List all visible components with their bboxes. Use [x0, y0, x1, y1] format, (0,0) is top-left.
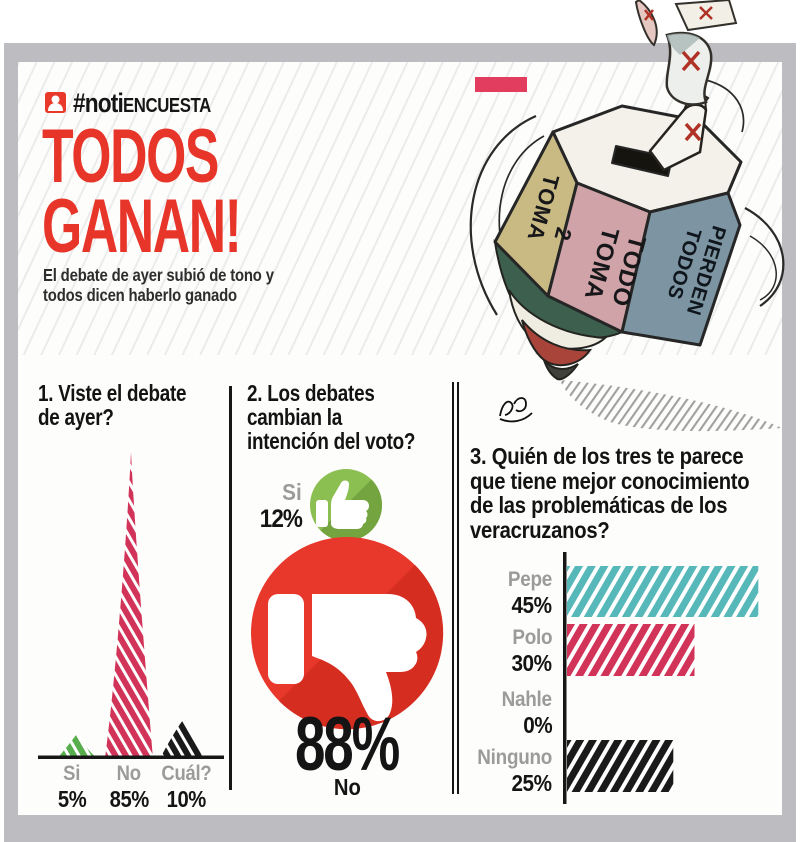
q2-title-line-3: intención del voto? [247, 428, 416, 454]
q3-title-line-2: que tiene mejor conocimiento [470, 467, 750, 494]
panel-divider-2-line-b [457, 382, 459, 794]
peaks-chart [38, 452, 224, 759]
box-face-todos-pierden [620, 191, 742, 347]
person-avatar-icon [45, 92, 66, 113]
subtitle-line-1: El debate de ayer subió de tono y [43, 265, 274, 285]
value-label: 85% [109, 786, 149, 812]
panel-divider-2-line-a [452, 382, 454, 794]
brand-hash: #noti [73, 88, 124, 118]
q1-title-line-1: 1. Viste el debate [38, 380, 187, 406]
q3-title-line-3: de las problemáticas de los [470, 492, 728, 518]
category-label: Pepe [507, 568, 552, 591]
q3-title-line-1: 3. Quién de los tres te parece [470, 443, 744, 469]
person-icon [48, 95, 63, 111]
q3-title-line-4: veracruzanos? [470, 516, 610, 543]
spin-shadow [560, 380, 782, 432]
spinning-ballot-box-illustration: TOMA 2 TOMA TODO TODOS PIERDEN [469, 0, 785, 432]
x-axis-line [38, 755, 224, 759]
bar-ninguno [567, 740, 674, 792]
bar-label-row: Ninguno 25% [462, 746, 552, 797]
question-2-title: 2. Los debates cambian la intención del … [247, 381, 452, 453]
category-label: Polo [512, 626, 552, 649]
category-label: Cuál? [160, 762, 212, 785]
value-label: 88% [295, 702, 400, 787]
category-label: No [333, 774, 361, 800]
brand-caps: ENCUESTA [122, 95, 211, 117]
value-label: 30% [511, 650, 553, 676]
headline-line-2: GANAN! [42, 184, 242, 269]
category-label: Nahle [501, 688, 552, 711]
value-label: 5% [57, 786, 87, 812]
bar-polo [567, 624, 695, 676]
bar-label-row: Pepe 45% [462, 568, 553, 619]
ballot-paper-icon [674, 0, 738, 32]
subtitle: El debate de ayer subió de tono y todos … [43, 265, 315, 305]
category-label: Si [282, 479, 302, 505]
flying-ballots [634, 0, 738, 106]
pink-badge [475, 77, 527, 92]
q2-title-line-1: 2. Los debates [247, 380, 375, 406]
ballot-x-icon [684, 122, 702, 142]
motion-arc-icons [469, 79, 785, 316]
subtitle-line-2: todos dicen haberlo ganado [43, 284, 237, 305]
panel-divider-1 [229, 386, 232, 790]
q2-title-line-2: cambian la [247, 404, 343, 430]
ballot-x-icon [699, 6, 713, 20]
bar-label-row: Nahle 0% [462, 688, 553, 739]
q1-title-line-2: de ayer? [38, 404, 114, 430]
headline: TODOS GANAN! [42, 114, 334, 269]
artist-signature [499, 397, 533, 423]
question-3-title: 3. Quién de los tres te parece que tiene… [470, 444, 788, 542]
top-tip [493, 239, 625, 381]
bar-chart [563, 552, 759, 804]
question-1-title: 1. Viste el debate de ayer? [38, 381, 219, 429]
peak-si [57, 735, 97, 759]
thumbs-icons-chart [251, 469, 444, 730]
thumbs-up-icon [310, 469, 383, 542]
category-label: No [116, 762, 142, 785]
headline-line-1: TODOS [42, 114, 219, 199]
value-label: 10% [166, 786, 206, 812]
brand-lockup: #notiENCUESTA [73, 88, 237, 118]
peak-cual [160, 720, 203, 759]
value-label: 45% [511, 592, 553, 618]
value-label: 12% [259, 505, 303, 533]
ballot-x-icon [644, 9, 654, 21]
q2-no-label: No [245, 774, 449, 801]
peak-no [105, 452, 153, 759]
ballot-paper-icon [634, 0, 658, 47]
value-label: 25% [511, 770, 553, 796]
ballot-x-icon [681, 50, 701, 72]
ballot-shading [667, 33, 700, 55]
value-label: 0% [522, 712, 552, 738]
thumbs-down-icon [251, 537, 444, 730]
category-label: Ninguno [477, 746, 552, 769]
bar-label-row: Polo 30% [462, 626, 553, 677]
bar-pepe [567, 566, 759, 617]
q2-no-percentage: 88% [245, 702, 449, 787]
category-label: Si [63, 762, 81, 785]
q2-si-label-block: Si 12% [250, 479, 303, 534]
y-axis-line [563, 552, 567, 804]
